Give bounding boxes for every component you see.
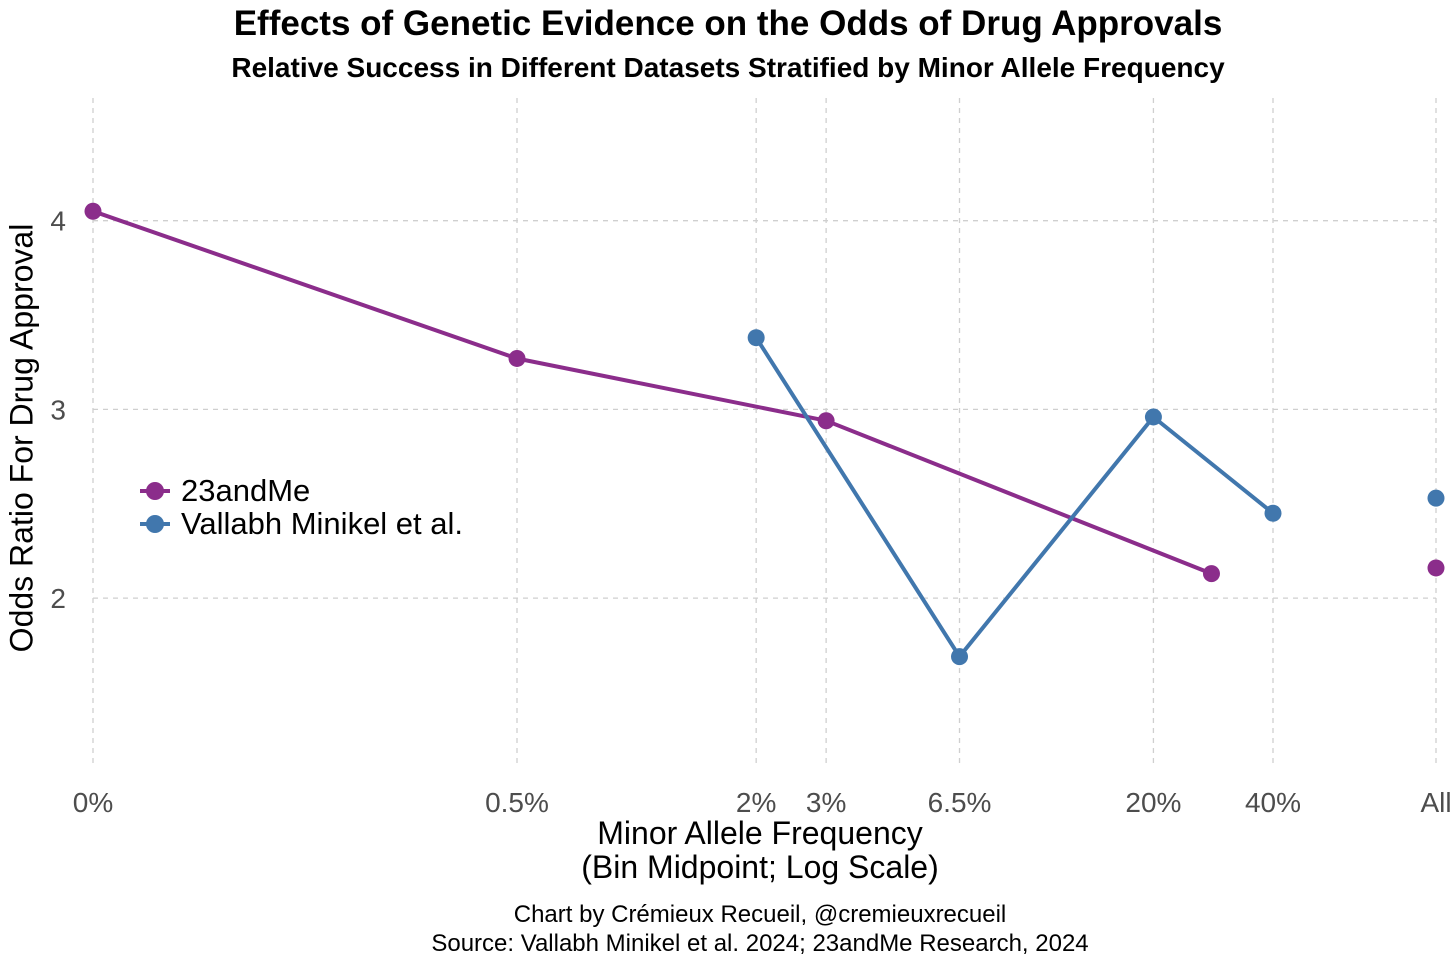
data-point-vallabh-minikel-et-al-20 [1144, 408, 1162, 426]
data-point-23andme-28 [1202, 565, 1220, 583]
y-tick-2: 2 [50, 583, 66, 614]
x-axis-label-line2: (Bin Midpoint; Log Scale) [581, 849, 939, 885]
x-tick-6-5: 6.5% [928, 787, 992, 818]
legend-item-vallabh-minikel: Vallabh Minikel et al. [140, 505, 464, 541]
x-tick-0: 0% [73, 787, 113, 818]
x-axis-label-line1: Minor Allele Frequency [597, 815, 923, 851]
x-tick-20: 20% [1125, 787, 1181, 818]
series-points [84, 202, 1445, 666]
data-point-23andme-all [1427, 559, 1445, 577]
series-lines [91, 209, 1275, 659]
y-tick-3: 3 [50, 394, 66, 425]
x-tick-40: 40% [1245, 787, 1301, 818]
legend: 23andMe Vallabh Minikel et al. [140, 472, 464, 541]
series-line-23andme [91, 209, 1214, 576]
y-tick-labels: 2 3 4 [50, 206, 66, 614]
caption-source: Source: Vallabh Minikel et al. 2024; 23a… [431, 930, 1089, 957]
x-tick-all: All [1420, 787, 1451, 818]
data-point-vallabh-minikel-et-al-2 [747, 329, 765, 347]
x-axis-label: Minor Allele Frequency (Bin Midpoint; Lo… [460, 816, 1060, 884]
chart-subtitle: Relative Success in Different Datasets S… [231, 52, 1225, 83]
legend-label-vallabh-minikel: Vallabh Minikel et al. [181, 505, 464, 541]
y-tick-4: 4 [50, 206, 66, 237]
chart-title: Effects of Genetic Evidence on the Odds … [233, 4, 1223, 43]
data-point-vallabh-minikel-et-al-6-5 [951, 648, 969, 666]
caption-credit: Chart by Crémieux Recueil, @cremieuxrecu… [513, 901, 1007, 928]
x-tick-labels: 0% 0.5% 2% 3% 6.5% 20% 40% All [73, 787, 1452, 818]
data-point-23andme-0 [84, 202, 102, 220]
x-tick-2: 2% [736, 787, 776, 818]
series-line-vallabh-minikel-et-al [754, 335, 1275, 659]
legend-label-23andme: 23andMe [181, 472, 311, 508]
grid-lines [92, 98, 1437, 768]
data-point-vallabh-minikel-et-al-all [1427, 489, 1445, 507]
data-point-23andme-0-5 [508, 349, 526, 367]
data-point-vallabh-minikel-et-al-40 [1264, 504, 1282, 522]
x-tick-3: 3% [806, 787, 846, 818]
legend-item-23andme: 23andMe [140, 472, 463, 508]
legend-key-vallabh-minikel [140, 514, 170, 534]
chart-caption: Chart by Crémieux Recueil, @cremieuxrecu… [260, 900, 1260, 958]
x-tick-0-5: 0.5% [485, 787, 549, 818]
data-point-23andme-3 [817, 412, 835, 430]
legend-key-23andme [140, 481, 170, 501]
